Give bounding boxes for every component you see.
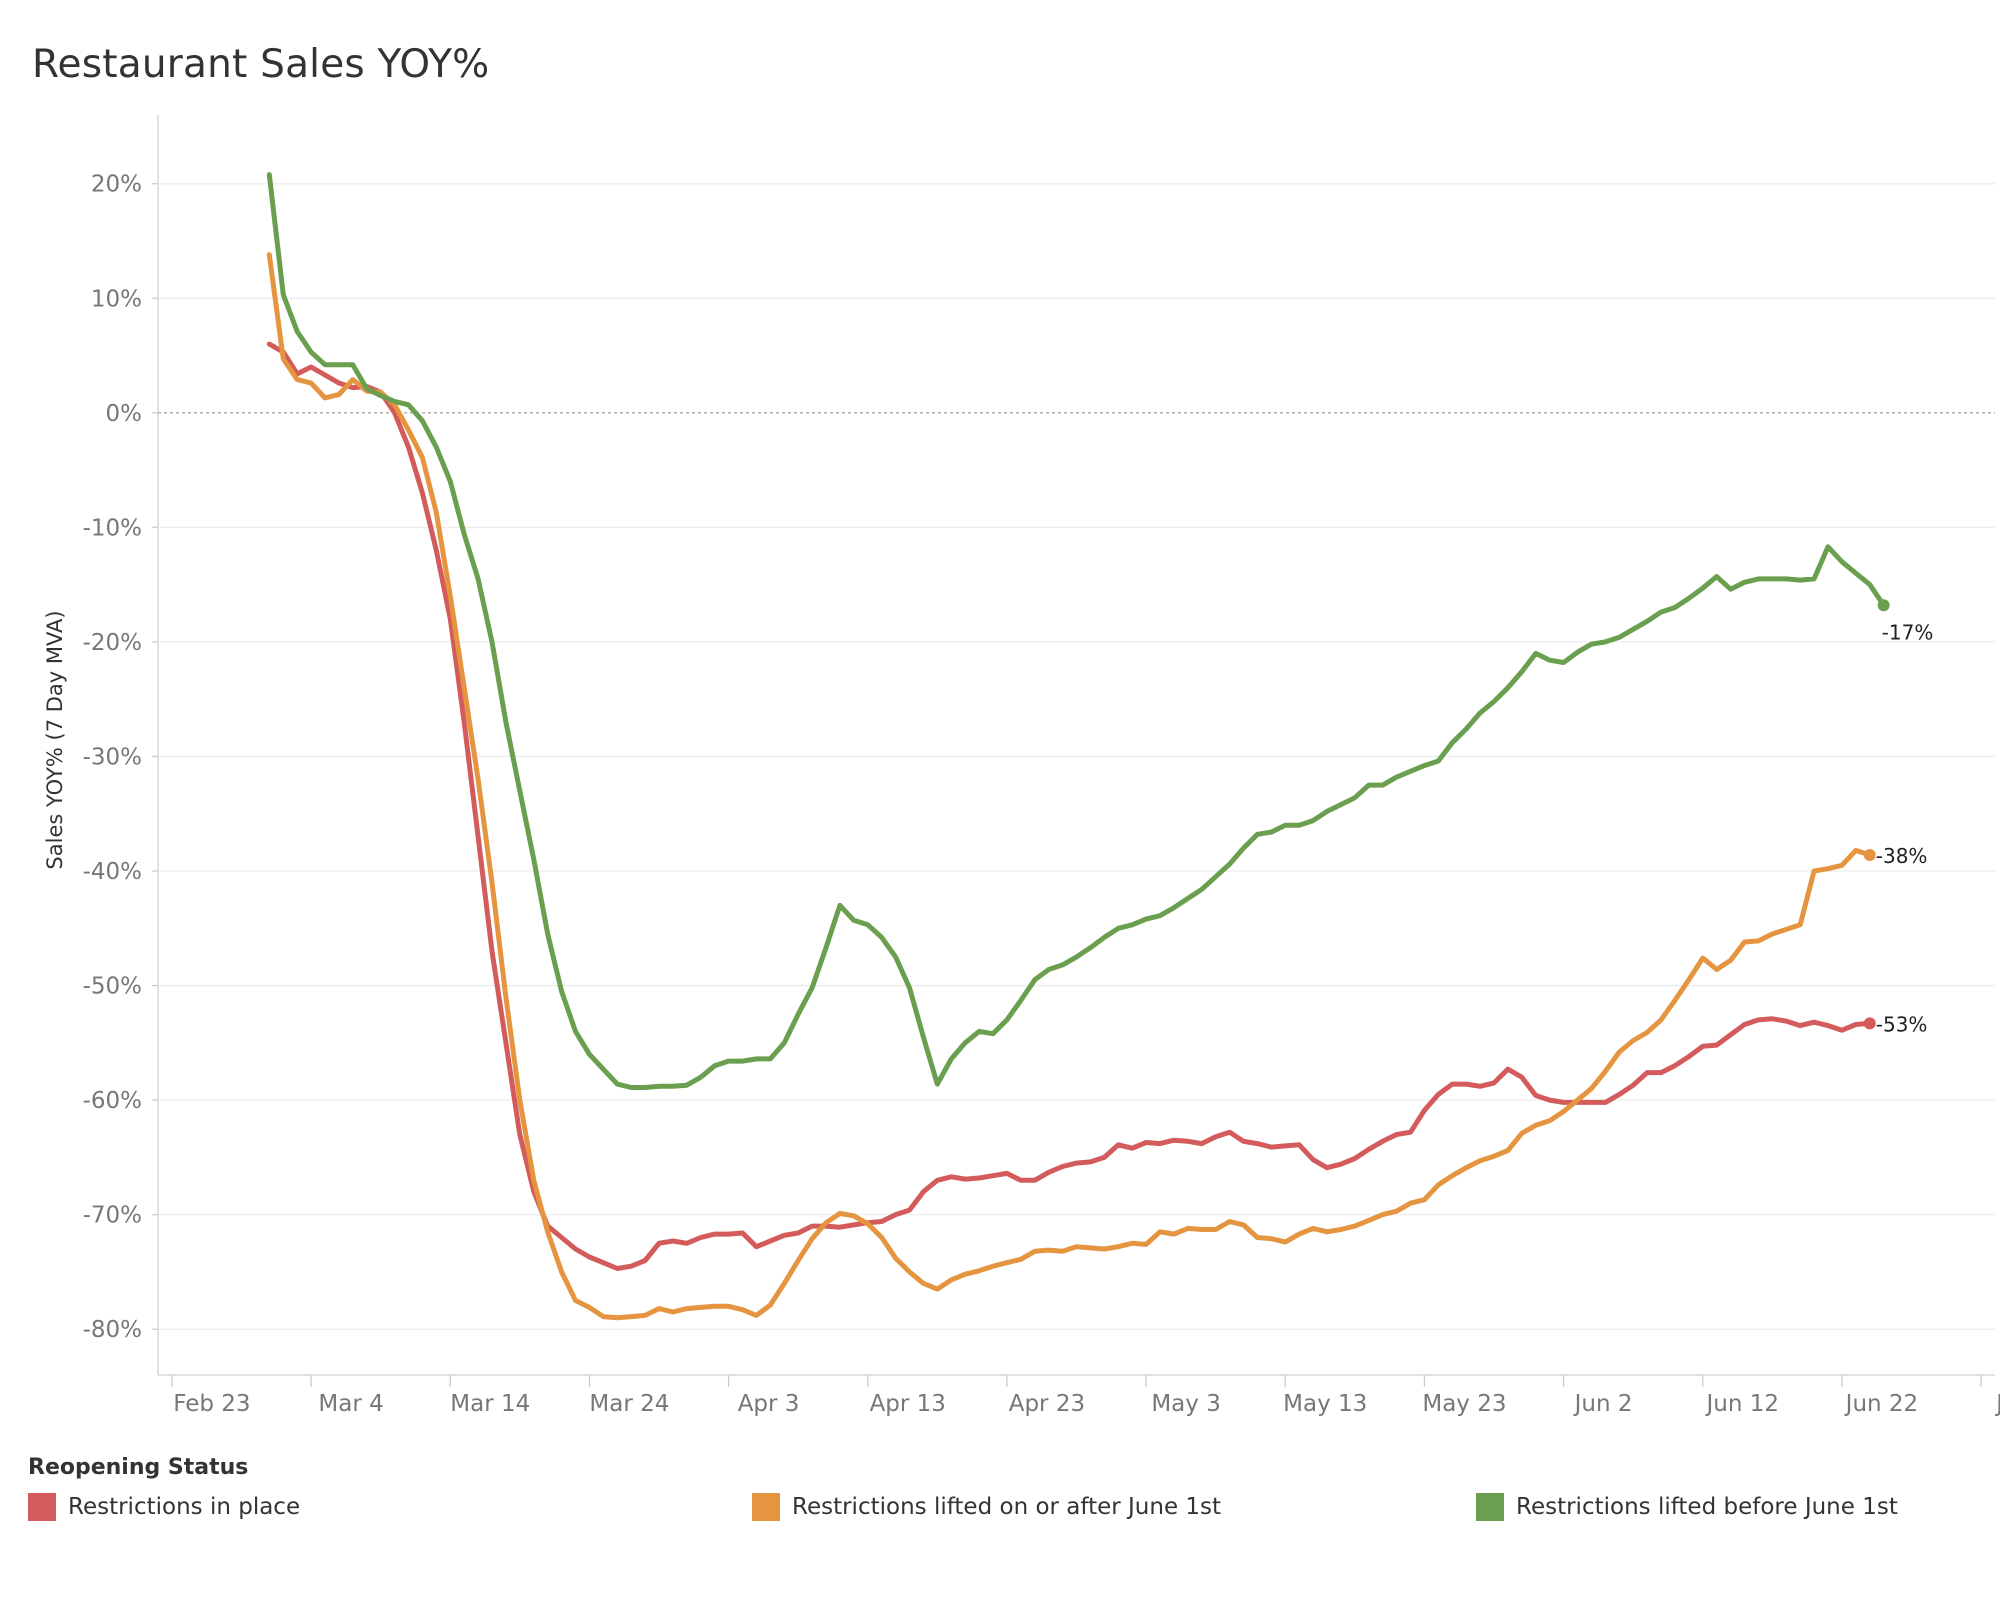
y-tick-label: -40%: [83, 859, 142, 885]
y-tick-label: 0%: [106, 401, 143, 427]
legend-swatch-red: [28, 1493, 56, 1521]
x-tick-label: May 13: [1283, 1391, 1367, 1417]
series-end-label: -53%: [1876, 1012, 1928, 1036]
y-tick-label: -50%: [83, 974, 142, 1000]
series-end-point[interactable]: [1863, 848, 1876, 861]
series-line-2[interactable]: [266, 252, 1873, 1321]
x-tick-label: Jul 2: [1994, 1391, 2000, 1417]
y-tick-label: -80%: [83, 1317, 142, 1343]
y-tick-label: 20%: [91, 172, 142, 198]
x-tick-label: Jun 22: [1844, 1391, 1919, 1417]
legend-label: Restrictions lifted on or after June 1st: [792, 1494, 1222, 1520]
y-tick-label: -20%: [83, 630, 142, 656]
legend-swatch-orange: [752, 1493, 780, 1521]
grid-lines: [158, 183, 1995, 1330]
y-tick-label: 10%: [91, 286, 142, 312]
x-tick-label: May 23: [1422, 1391, 1506, 1417]
x-tick-label: Apr 23: [1009, 1391, 1085, 1417]
series-layer: [266, 172, 1890, 1321]
series-line-1[interactable]: [266, 341, 1873, 1271]
end-labels: -53% -38% -17%: [1876, 620, 1934, 1036]
legend: Reopening Status Restrictions in place R…: [28, 1455, 1988, 1535]
x-tick-label: Jun 12: [1704, 1391, 1779, 1417]
legend-label: Restrictions in place: [68, 1494, 301, 1520]
legend-item-lifted-before-june-1[interactable]: Restrictions lifted before June 1st: [1476, 1491, 1898, 1523]
series-end-point[interactable]: [1863, 1017, 1876, 1030]
y-tick-label: -60%: [83, 1088, 142, 1114]
y-axis-title: Sales YOY% (7 Day MVA): [43, 610, 67, 869]
series-end-point[interactable]: [1877, 599, 1890, 612]
legend-swatch-green: [1476, 1493, 1504, 1521]
series-end-label: -17%: [1882, 620, 1934, 644]
legend-label: Restrictions lifted before June 1st: [1516, 1494, 1898, 1520]
series-end-label: -38%: [1876, 844, 1928, 868]
legend-item-restrictions-in-place[interactable]: Restrictions in place: [28, 1491, 300, 1523]
line-chart: 20% 10% 0% -10% -20% -30% -40% -50% -60% -70% -80%…: [43, 115, 2000, 1417]
x-tick-label: Apr 13: [870, 1391, 946, 1417]
y-axis-ticks: 20% 10% 0% -10% -20% -30% -40% -50% -60% -70% -80%: [83, 172, 158, 1343]
x-tick-label: Feb 23: [173, 1391, 250, 1417]
y-tick-label: -10%: [83, 515, 142, 541]
legend-title: Reopening Status: [28, 1455, 249, 1480]
y-tick-label: -30%: [83, 744, 142, 770]
chart-title: Restaurant Sales YOY%: [32, 42, 490, 87]
x-axis-ticks: Feb 23 Mar 4 Mar 14 Mar 24 Apr 3 Apr 13 Apr 23…: [171, 1375, 2000, 1417]
x-tick-label: Mar 14: [450, 1391, 530, 1417]
x-tick-label: May 3: [1151, 1391, 1221, 1417]
plot-frame: [157, 115, 1995, 1376]
x-tick-label: Jun 2: [1573, 1391, 1633, 1417]
y-tick-label: -70%: [83, 1203, 142, 1229]
x-tick-label: Mar 4: [318, 1391, 383, 1417]
x-tick-label: Mar 24: [589, 1391, 669, 1417]
series-line-3[interactable]: [266, 172, 1887, 1090]
legend-item-lifted-on-or-after-june-1[interactable]: Restrictions lifted on or after June 1st: [752, 1491, 1221, 1523]
x-tick-label: Apr 3: [738, 1391, 800, 1417]
